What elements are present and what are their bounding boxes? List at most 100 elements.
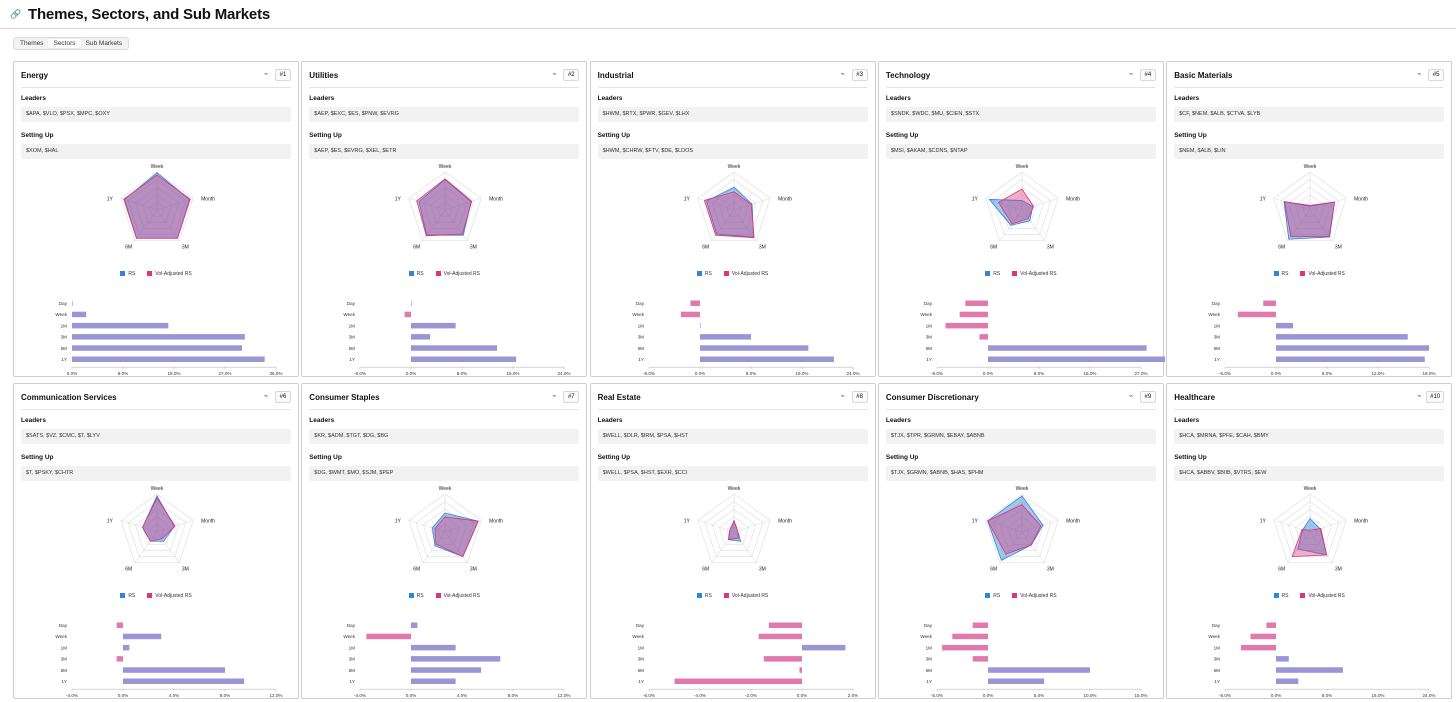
card-title: Utilities [309, 71, 339, 80]
bar-week [123, 633, 162, 640]
legend-item-rs[interactable]: RS [1273, 271, 1288, 277]
leaders-label: Leaders [1174, 95, 1200, 102]
card-title: Technology [885, 71, 931, 80]
bar-3m [411, 334, 431, 340]
legend-item-rs[interactable]: RS [408, 593, 424, 599]
legend-item-rs[interactable]: RS [696, 593, 712, 599]
legend-item-vol-rs[interactable]: Vol-Adjusted RS [1300, 271, 1345, 277]
bar-category-label: 6M [1214, 668, 1221, 673]
radar-grid-ring [1280, 179, 1340, 235]
chart-toggle-icon[interactable]: ⌁ [1417, 71, 1422, 78]
radar-axis-label: 3M [758, 567, 765, 573]
bar-1y [411, 356, 517, 362]
legend-item-vol-rs[interactable]: Vol-Adjusted RS [723, 271, 768, 277]
bar-1y [72, 356, 265, 362]
chart-toggle-icon[interactable]: ⌁ [1128, 393, 1133, 400]
legend-item-rs[interactable]: RS [120, 271, 135, 277]
chart-toggle-icon[interactable]: ⌁ [840, 393, 845, 400]
tab-themes[interactable]: Themes [20, 40, 44, 47]
bar-chart: -8.0% 0.0% 8.0% 16.0% 24.0% Day Week 1M 3M 6M 1Y [344, 300, 571, 376]
divider [597, 409, 868, 410]
setting-up-label: Setting Up [597, 454, 631, 461]
legend-item-vol-rs[interactable]: Vol-Adjusted RS [147, 271, 192, 277]
bar-week [404, 311, 412, 318]
bar-chart: -6.0% 0.0% 6.0% 12.0% 18.0% Day Week 1M 3M 6M 1Y [1209, 300, 1436, 376]
legend-item-vol-rs[interactable]: Vol-Adjusted RS [435, 271, 480, 277]
chart-toggle-icon[interactable]: ⌁ [263, 393, 269, 400]
bar-x-tick-label: 8.0% [508, 693, 518, 698]
radar-axis-label: 3M [1047, 567, 1054, 573]
bar-x-tick-label: 4.0% [169, 693, 179, 698]
rank-badge: #9 [1139, 391, 1156, 403]
bar-week [366, 633, 412, 640]
sector-card: Energy ⌁ #1 Leaders $APA, $VLO, $PSX, $MPC, … [13, 61, 299, 377]
bar-category-label: 1Y [61, 679, 67, 684]
legend-item-vol-rs[interactable]: Vol-Adjusted RS [1012, 593, 1057, 599]
radar-grid-ring [127, 501, 187, 557]
radar-axis-label: 6M [990, 567, 997, 573]
bar-3m [763, 656, 802, 662]
leaders-list: $SNDK, $WDC, $MU, $CIEN, $STX [885, 107, 1156, 122]
radar-axis-label: Month [201, 196, 215, 202]
radar-grid-ring [711, 508, 756, 551]
setting-up-label: Setting Up [309, 454, 342, 461]
radar-axis-label: 3M [182, 245, 189, 251]
radar-axis-label: Week [151, 164, 164, 170]
setting-up-list: $HCA, $ABBV, $BIIB, $VTRS, $EW [1174, 466, 1445, 481]
bar-category-label: 1M [349, 645, 356, 650]
card-title: Industrial [597, 71, 634, 80]
bar-category-label: Week [1209, 312, 1221, 317]
leaders-label: Leaders [309, 95, 335, 102]
legend-item-vol-rs[interactable]: Vol-Adjusted RS [435, 593, 480, 599]
legend-item-vol-rs[interactable]: Vol-Adjusted RS [723, 593, 768, 599]
setting-up-list: $WELL, $PSA, $HST, $EXR, $CCI [597, 466, 868, 481]
legend-item-vol-rs[interactable]: Vol-Adjusted RS [147, 593, 192, 599]
radar-axis-label: 1Y [395, 518, 402, 524]
bar-category-label: Week [1209, 634, 1221, 639]
bar-category-label: 1Y [638, 357, 644, 362]
legend-item-rs[interactable]: RS [985, 271, 1000, 277]
radar-grid-ring [120, 493, 194, 564]
chart-toggle-icon[interactable]: ⌁ [1417, 393, 1422, 400]
bar-6m [699, 345, 808, 351]
bar-x-tick-label: -6.0% [643, 693, 655, 698]
chart-toggle-icon[interactable]: ⌁ [840, 71, 845, 78]
bar-x-tick-label: 9.0% [118, 371, 128, 376]
chart-toggle-icon[interactable]: ⌁ [552, 71, 557, 78]
chart-toggle-icon[interactable]: ⌁ [263, 71, 269, 78]
bar-x-tick-label: 0.0% [796, 693, 806, 698]
bar-category-label: 1M [61, 323, 68, 328]
bar-3m [1276, 656, 1289, 662]
bar-6m [1276, 345, 1430, 351]
legend-label: Vol-Adjusted RS [155, 271, 192, 277]
divider [597, 87, 868, 88]
tab-sectors[interactable]: Sectors [48, 39, 81, 48]
legend-item-rs[interactable]: RS [408, 271, 424, 277]
tab-sub-markets[interactable]: Sub Markets [85, 40, 123, 47]
legend-label: RS [704, 593, 712, 599]
radar-chart: Week Month 3M 6M 1Y [395, 486, 504, 573]
bar-x-tick-label: 16.0% [507, 371, 520, 376]
radar-axis-label: Month [1354, 196, 1368, 202]
legend-item-vol-rs[interactable]: Vol-Adjusted RS [1300, 593, 1345, 599]
chart-legend: RS Vol-Adjusted RS [302, 593, 586, 599]
sector-card: Basic Materials ⌁ #5 Leaders $CF, $NEM, $ALB… [1166, 61, 1453, 377]
leaders-label: Leaders [21, 95, 46, 102]
legend-item-rs[interactable]: RS [1273, 593, 1288, 599]
legend-item-rs[interactable]: RS [985, 593, 1000, 599]
legend-item-rs[interactable]: RS [696, 271, 712, 277]
radar-axis-label: 1Y [683, 196, 690, 202]
radar-spoke [1310, 519, 1347, 533]
radar-axis-label: 1Y [107, 196, 114, 202]
leaders-list: $KR, $ADM, $TGT, $DG, $BG [309, 429, 580, 444]
legend-swatch [985, 271, 991, 276]
chart-toggle-icon[interactable]: ⌁ [1128, 71, 1133, 78]
radar-vol-series [987, 504, 1042, 555]
radar-grid-ring [120, 171, 194, 242]
bar-x-tick-label: 18.0% [1083, 371, 1096, 376]
radar-grid-ring [437, 524, 453, 539]
legend-item-rs[interactable]: RS [120, 593, 135, 599]
legend-item-vol-rs[interactable]: Vol-Adjusted RS [1012, 271, 1057, 277]
chart-toggle-icon[interactable]: ⌁ [552, 393, 557, 400]
setting-up-label: Setting Up [597, 132, 631, 139]
